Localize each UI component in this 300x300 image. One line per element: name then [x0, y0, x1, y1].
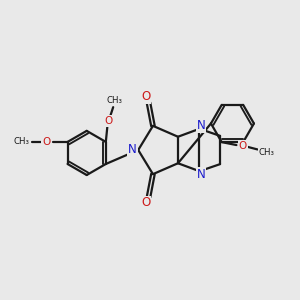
Text: O: O — [42, 137, 50, 147]
Text: N: N — [196, 119, 205, 132]
Text: CH₃: CH₃ — [14, 137, 30, 146]
Text: CH₃: CH₃ — [107, 96, 123, 105]
Text: N: N — [128, 143, 137, 157]
Text: O: O — [141, 91, 150, 103]
Text: O: O — [239, 141, 247, 151]
Text: O: O — [141, 196, 150, 209]
Text: O: O — [105, 116, 113, 126]
Text: CH₃: CH₃ — [259, 148, 275, 157]
Text: N: N — [196, 168, 205, 181]
